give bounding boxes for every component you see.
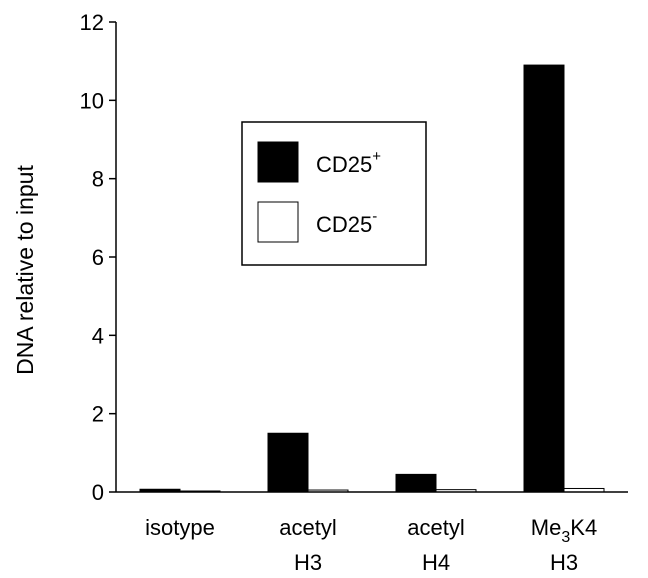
category-label-subscript: 3 bbox=[561, 529, 570, 546]
y-tick-label: 0 bbox=[92, 480, 104, 505]
legend-label-superscript: + bbox=[372, 148, 381, 165]
y-axis: 0 2 4 6 8 10 12 bbox=[80, 10, 117, 505]
category-label-line2: H4 bbox=[422, 550, 450, 575]
y-tick-label: 8 bbox=[92, 167, 104, 192]
legend-swatch bbox=[257, 141, 299, 183]
y-axis-label: DNA relative to input bbox=[12, 165, 38, 375]
category-label: acetyl bbox=[407, 515, 464, 540]
y-tick-label: 4 bbox=[92, 323, 104, 348]
legend-label: CD25+ bbox=[316, 148, 381, 177]
y-tick-label: 6 bbox=[92, 245, 104, 270]
legend-label-base: CD25 bbox=[316, 152, 372, 177]
category-label-text: Me bbox=[531, 515, 562, 540]
category-label-tail: K4 bbox=[570, 515, 597, 540]
y-tick-label: 12 bbox=[80, 10, 104, 35]
category-label-text: acetyl bbox=[407, 515, 464, 540]
bar-cd25-pos bbox=[267, 432, 309, 493]
y-tick-label: 10 bbox=[80, 88, 104, 113]
category-label: Me3K4 bbox=[531, 515, 597, 546]
category-label-text: acetyl bbox=[279, 515, 336, 540]
category-labels: isotype acetyl H3 acetyl H4 Me3K4 H3 bbox=[145, 515, 597, 575]
legend-label: CD25- bbox=[316, 208, 377, 237]
legend-swatch bbox=[257, 201, 299, 243]
bar-cd25-pos bbox=[395, 473, 437, 493]
legend: CD25+CD25- bbox=[241, 121, 427, 266]
legend-label-superscript: - bbox=[372, 208, 377, 225]
category-label-line2: H3 bbox=[550, 550, 578, 575]
category-label-line2: H3 bbox=[294, 550, 322, 575]
category-label: isotype bbox=[145, 515, 215, 540]
category-label-text: isotype bbox=[145, 515, 215, 540]
bar-cd25-pos bbox=[523, 64, 565, 493]
category-label: acetyl bbox=[279, 515, 336, 540]
legend-label-base: CD25 bbox=[316, 212, 372, 237]
y-tick-label: 2 bbox=[92, 402, 104, 427]
